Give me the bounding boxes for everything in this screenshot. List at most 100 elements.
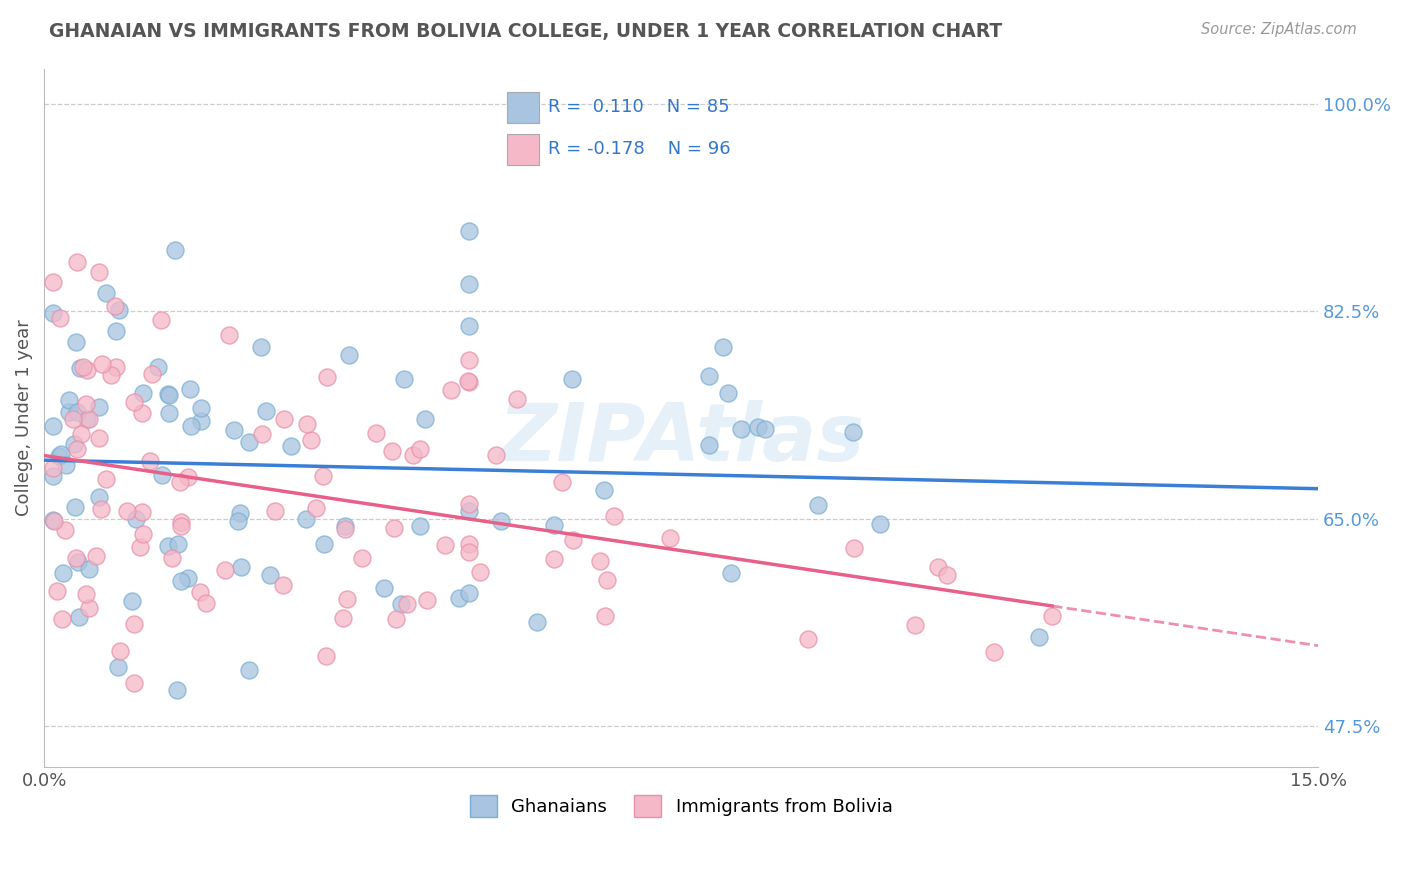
Point — [41, 419, 63, 434]
Text: GHANAIAN VS IMMIGRANTS FROM BOLIVIA COLLEGE, UNDER 1 YEAR CORRELATION CHART: GHANAIAN VS IMMIGRANTS FROM BOLIVIA COLL… — [49, 22, 1002, 41]
Point — [373, 581, 395, 595]
Point — [63, 500, 86, 515]
Point — [457, 224, 479, 238]
Point — [141, 367, 163, 381]
Point — [69, 361, 91, 376]
Point — [76, 412, 98, 426]
Point — [936, 567, 959, 582]
Point — [409, 518, 432, 533]
Point — [55, 458, 77, 473]
Point — [457, 277, 479, 292]
Point — [457, 503, 479, 517]
Point — [271, 578, 294, 592]
Point — [457, 353, 479, 368]
Y-axis label: College, Under 1 year: College, Under 1 year — [15, 319, 32, 516]
Point — [190, 414, 212, 428]
Point — [104, 299, 127, 313]
Point — [280, 439, 302, 453]
Point — [121, 594, 143, 608]
Point — [41, 461, 63, 475]
Point — [238, 663, 260, 677]
Point — [315, 370, 337, 384]
Point — [433, 538, 456, 552]
Point — [214, 563, 236, 577]
Point — [457, 374, 479, 388]
Point — [87, 400, 110, 414]
Point — [754, 422, 776, 436]
Point — [396, 597, 419, 611]
Point — [869, 516, 891, 531]
Point — [366, 425, 388, 440]
Point — [67, 609, 90, 624]
Point — [229, 506, 252, 520]
Point — [697, 438, 720, 452]
Point — [254, 404, 277, 418]
Point — [84, 549, 107, 563]
Point — [449, 591, 471, 605]
Point — [108, 302, 131, 317]
Point — [131, 505, 153, 519]
Legend: Ghanaians, Immigrants from Bolivia: Ghanaians, Immigrants from Bolivia — [463, 789, 900, 824]
Point — [385, 612, 408, 626]
Point — [506, 392, 529, 406]
Point — [180, 418, 202, 433]
Point — [659, 531, 682, 545]
Point — [299, 433, 322, 447]
Point — [381, 443, 404, 458]
Point — [593, 483, 616, 498]
Point — [222, 424, 245, 438]
Point — [842, 425, 865, 440]
Point — [470, 566, 492, 580]
Point — [699, 369, 721, 384]
Point — [273, 412, 295, 426]
Point — [42, 469, 65, 483]
Point — [104, 325, 127, 339]
Point — [218, 327, 240, 342]
Point — [108, 644, 131, 658]
Point — [65, 335, 87, 350]
Point — [589, 554, 612, 568]
Point — [58, 392, 80, 407]
Point — [401, 448, 423, 462]
Point — [65, 550, 87, 565]
Point — [69, 427, 91, 442]
Point — [543, 518, 565, 533]
Point — [115, 504, 138, 518]
Point — [156, 540, 179, 554]
Point — [314, 537, 336, 551]
Point — [48, 310, 70, 325]
Point — [146, 360, 169, 375]
Point — [41, 275, 63, 289]
Point — [90, 357, 112, 371]
Point — [62, 412, 84, 426]
Point — [179, 382, 201, 396]
Point — [66, 442, 89, 457]
Point — [457, 545, 479, 559]
Point — [333, 522, 356, 536]
Point — [129, 540, 152, 554]
Point — [315, 649, 337, 664]
Point — [139, 454, 162, 468]
Point — [89, 265, 111, 279]
Point — [41, 512, 63, 526]
Point — [195, 596, 218, 610]
Point — [336, 592, 359, 607]
Point — [797, 632, 820, 646]
Point — [90, 501, 112, 516]
Point — [165, 244, 187, 258]
Point — [526, 615, 548, 630]
Point — [491, 514, 513, 528]
Point — [842, 541, 865, 556]
Point — [413, 412, 436, 426]
Point — [122, 617, 145, 632]
Point — [75, 397, 97, 411]
Point — [51, 566, 73, 581]
Point — [48, 450, 70, 464]
Point — [457, 318, 479, 333]
Point — [384, 521, 406, 535]
Point — [87, 490, 110, 504]
Point — [551, 475, 574, 490]
Point — [807, 498, 830, 512]
Point — [264, 504, 287, 518]
Point — [51, 447, 73, 461]
